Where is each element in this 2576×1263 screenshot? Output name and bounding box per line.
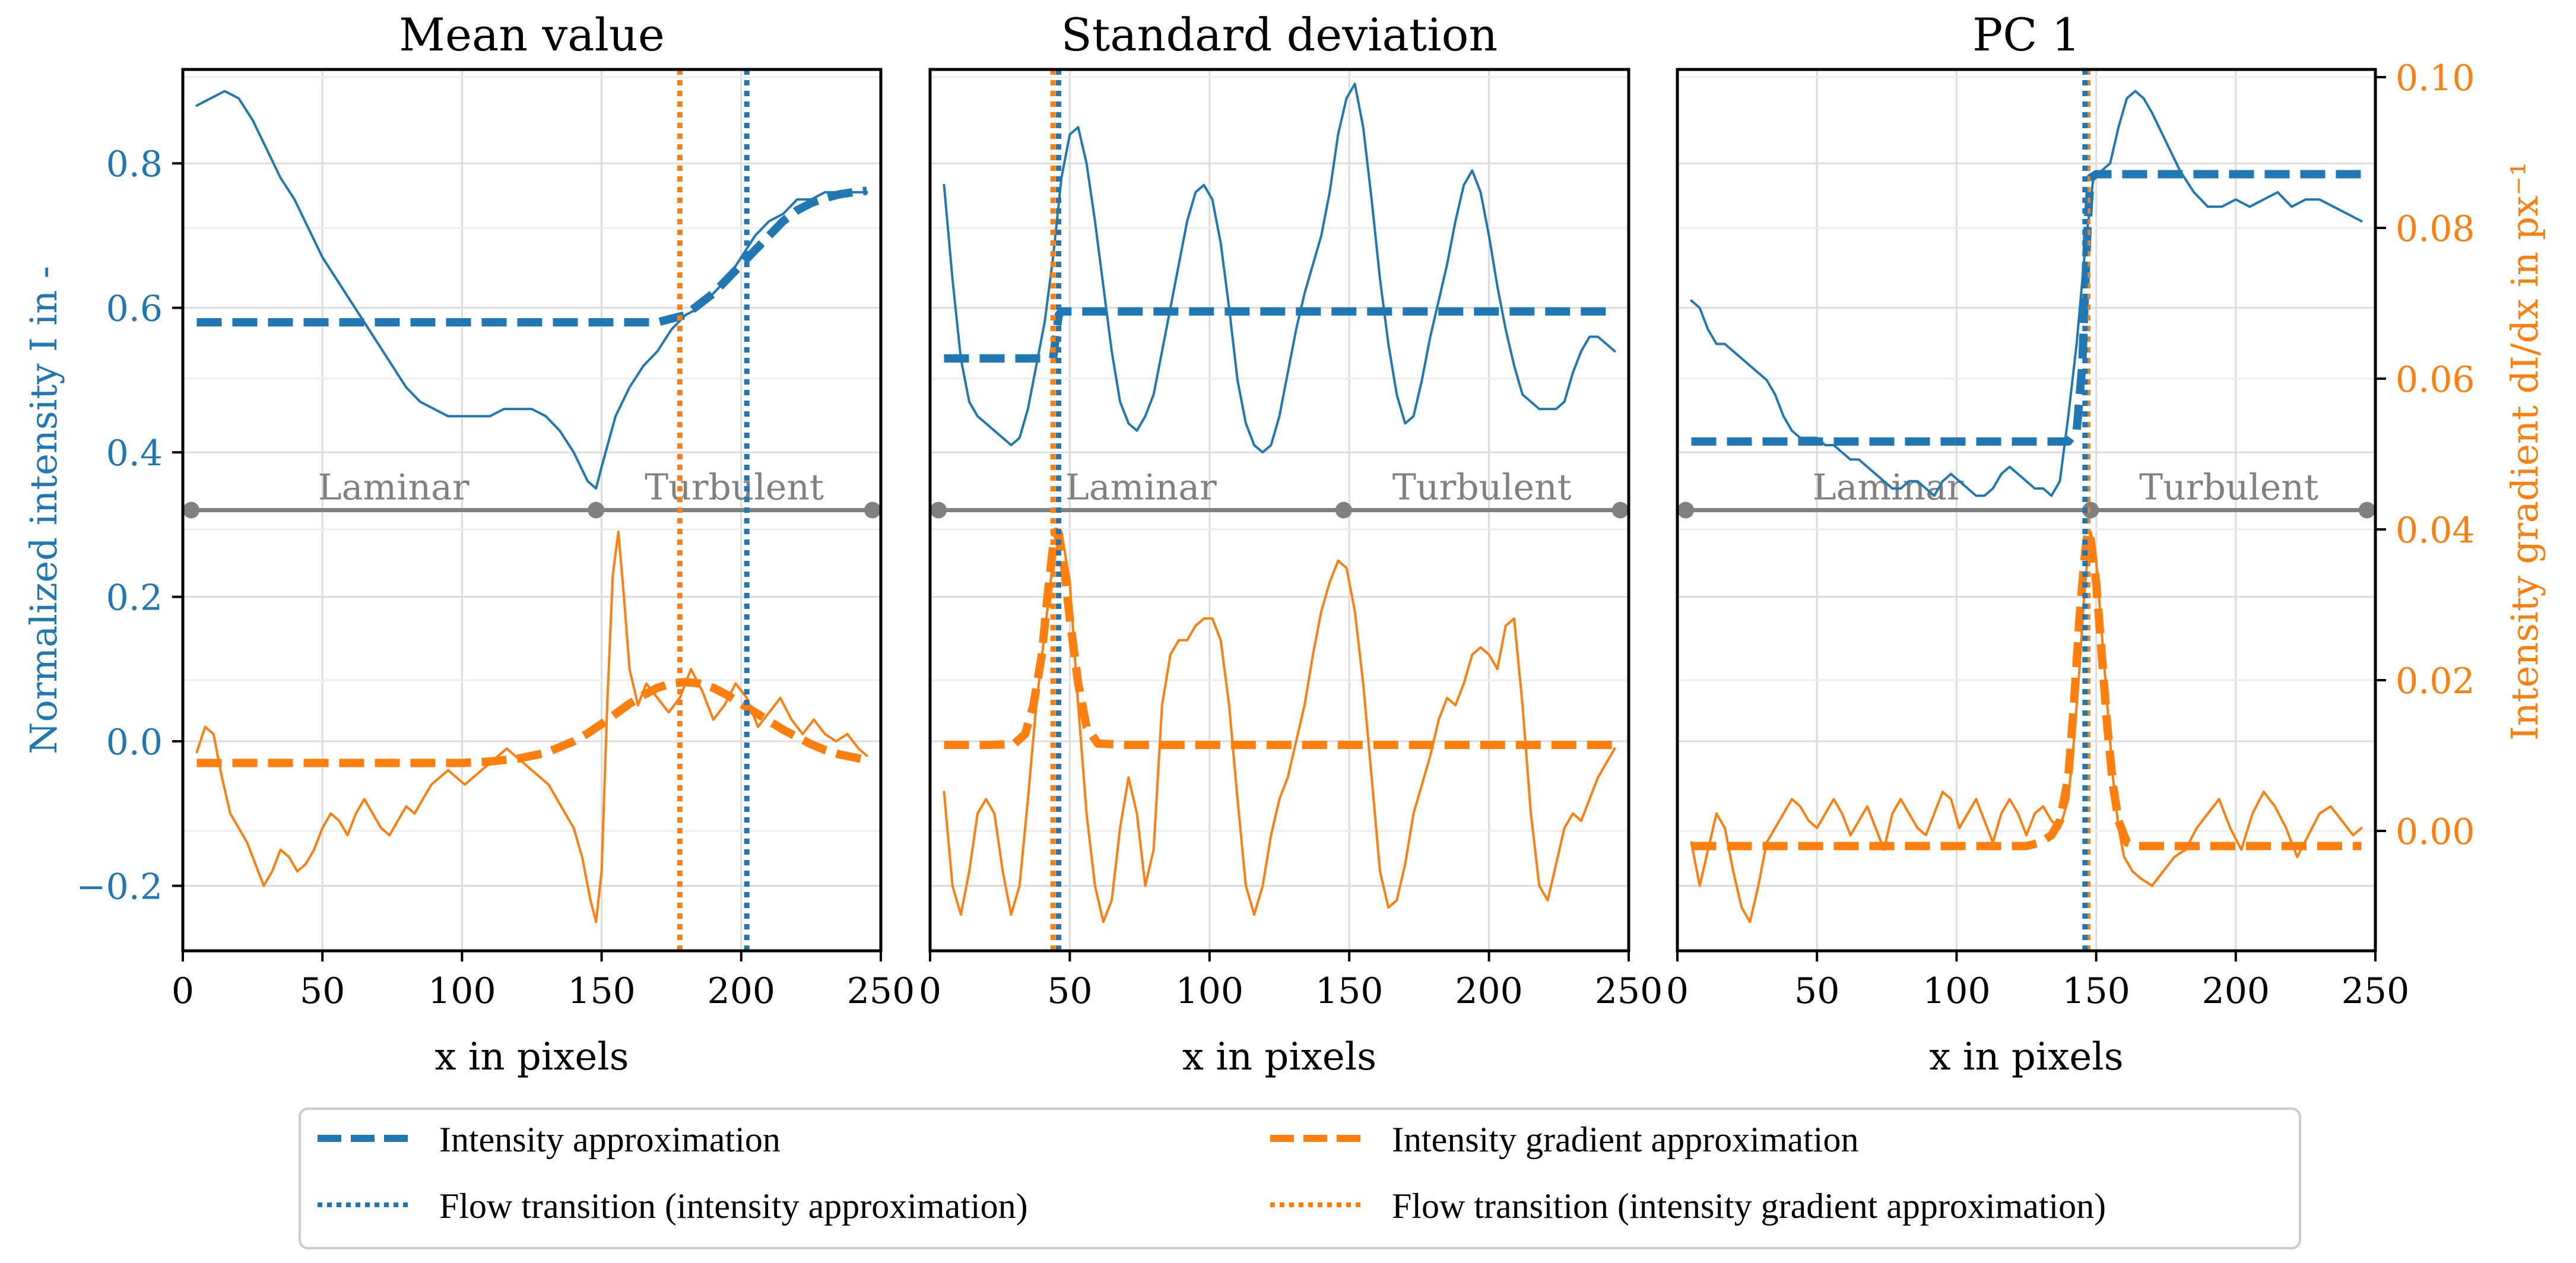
region-boundary-marker (183, 502, 200, 519)
region-boundary-marker (2082, 502, 2099, 519)
x-tick-label: 50 (1794, 970, 1839, 1012)
region-boundary-marker (1677, 502, 1695, 519)
y-tick-label: 0.8 (106, 144, 163, 185)
legend-label-flow-transition-gradient: Flow transition (intensity gradient appr… (1392, 1186, 2106, 1226)
series-group (943, 69, 1616, 951)
x-tick-label: 100 (1176, 970, 1244, 1012)
region-label-turbulent: Turbulent (2139, 467, 2318, 509)
legend-label-flow-transition-intensity: Flow transition (intensity approximation… (439, 1186, 1028, 1226)
region-boundary-marker (930, 502, 947, 519)
region-boundary-marker (864, 502, 881, 519)
region-boundary-marker (1611, 502, 1629, 519)
panel-mean-value: Laminar Turbulent Mean value 0 50 100 150 200 25… (22, 8, 915, 1079)
axes-frame (1676, 68, 2377, 953)
region-indicator: Laminar Turbulent (183, 467, 881, 519)
region-label-laminar: Laminar (318, 467, 469, 509)
x-tick-label: 250 (2342, 970, 2410, 1012)
grid (1676, 69, 2377, 951)
series-intensity-gradient-approximation (944, 528, 1615, 750)
y-tick-label: 0.2 (106, 577, 163, 619)
x-axis-label: x in pixels (434, 1035, 629, 1079)
series-intensity-approximation (1691, 170, 2362, 446)
region-boundary-marker (1335, 502, 1352, 519)
region-boundary-marker (588, 502, 605, 519)
series-intensity-gradient-approximation (1691, 528, 2362, 851)
panel-title: PC 1 (1972, 8, 2080, 61)
legend-label-intensity-approximation: Intensity approximation (439, 1120, 781, 1159)
series-intensity-gradient (195, 531, 868, 924)
x-tick-label: 0 (919, 970, 941, 1012)
series-intensity-approximation (196, 186, 868, 326)
series-group (1690, 69, 2363, 951)
x-tick-label: 150 (567, 970, 636, 1012)
region-label-turbulent: Turbulent (1392, 467, 1572, 509)
series-intensity-gradient-approximation (196, 678, 868, 767)
x-tick-label: 250 (1595, 970, 1663, 1012)
y-tick-label-right: 0.06 (2396, 359, 2475, 401)
x-tick-label: 50 (1047, 970, 1092, 1012)
x-tick-label: 150 (2062, 970, 2130, 1012)
legend-label-intensity-gradient-approximation: Intensity gradient approximation (1392, 1120, 1858, 1159)
series-intensity (195, 90, 868, 490)
x-axis-label: x in pixels (1929, 1035, 2123, 1079)
region-label-turbulent: Turbulent (645, 467, 824, 509)
x-tick-label: 0 (172, 970, 194, 1012)
axes-frame (181, 68, 883, 953)
axes-frame (928, 68, 1630, 953)
y-tick-label-right: 0.00 (2396, 811, 2475, 853)
legend-frame (299, 1107, 2301, 1249)
series-intensity (1690, 90, 2363, 497)
x-tick-label: 250 (847, 970, 915, 1012)
panel-title: Standard deviation (1061, 8, 1498, 61)
y-axis-label-left: Normalized intensity I in - (22, 266, 65, 754)
panels: Laminar Turbulent Mean value 0 50 100 150 200 25… (22, 8, 2546, 1079)
series-group (195, 69, 868, 951)
x-tick-label: 100 (428, 970, 496, 1012)
series-intensity-approximation (944, 307, 1615, 363)
y-tick-label-right: 0.02 (2396, 661, 2475, 702)
x-tick-label: 200 (708, 970, 776, 1012)
y-tick-label: −0.2 (76, 866, 163, 907)
x-tick-label: 200 (2202, 970, 2270, 1012)
y-tick-label-right: 0.10 (2396, 58, 2475, 99)
y-tick-label-right: 0.08 (2396, 208, 2475, 250)
region-indicator: Laminar Turbulent (1677, 467, 2375, 519)
x-tick-label: 100 (1923, 970, 1991, 1012)
x-tick-label: 0 (1666, 970, 1689, 1012)
legend: Intensity approximation Intensity gradie… (299, 1107, 2301, 1249)
panel-standard-deviation: Laminar Turbulent Standard deviation 0 50 100… (919, 8, 1663, 1079)
x-axis-label: x in pixels (1182, 1035, 1376, 1079)
y-tick-label-right: 0.04 (2396, 510, 2475, 551)
region-label-laminar: Laminar (1065, 467, 1217, 509)
x-tick-label: 150 (1315, 970, 1384, 1012)
x-tick-label: 200 (1455, 970, 1523, 1012)
panel-title: Mean value (399, 8, 665, 61)
series-intensity-gradient (1690, 531, 2363, 924)
x-tick-label: 50 (300, 970, 345, 1012)
y-tick-label: 0.6 (106, 288, 163, 330)
region-indicator: Laminar Turbulent (930, 467, 1629, 519)
y-tick-label: 0.0 (106, 722, 163, 763)
y-axis-label-right: Intensity gradient dI/dx in px⁻¹ (2503, 161, 2546, 740)
region-boundary-marker (2358, 502, 2375, 519)
panel-pc-1: Laminar Turbulent PC 1 0 50 100 150 200 250 x in … (1666, 8, 2546, 1079)
series-intensity (943, 82, 1616, 454)
y-tick-label: 0.4 (106, 433, 163, 474)
region-label-laminar: Laminar (1813, 467, 1964, 509)
